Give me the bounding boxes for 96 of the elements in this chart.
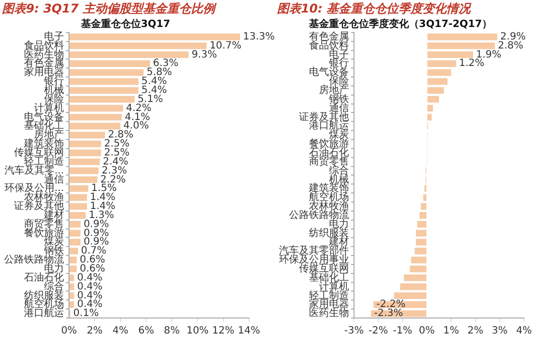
x-tick-label: -1% — [392, 326, 412, 337]
chart-subtitle: 基金重仓仓位3Q17 — [80, 18, 170, 30]
bar — [70, 69, 144, 76]
bar — [427, 60, 456, 67]
x-tick-label: 0% — [61, 326, 77, 337]
bar — [70, 238, 81, 246]
bar — [70, 122, 120, 130]
bar — [70, 274, 74, 282]
bar — [427, 34, 498, 40]
bar — [394, 292, 426, 300]
bar — [70, 132, 105, 138]
data-label: 9.3% — [192, 49, 217, 60]
bar — [70, 78, 138, 85]
x-tick-label: 6% — [138, 326, 154, 337]
data-label: 1.2% — [459, 58, 484, 70]
bar — [411, 256, 426, 264]
y-tick-label: 证券及其他 — [299, 110, 349, 123]
chart-title: 图表10: 基金重仓仓位季度变化情况 — [277, 1, 472, 16]
bar — [427, 78, 448, 85]
bar — [427, 69, 452, 76]
x-tick-label: 1% — [443, 326, 460, 337]
data-label: 5.1% — [138, 94, 163, 105]
y-tick-label: 计算机 — [319, 280, 349, 292]
bar — [70, 194, 87, 201]
data-label: 0.4% — [77, 272, 103, 284]
x-tick-label: -2% — [368, 326, 388, 337]
bar — [417, 220, 426, 228]
bar — [70, 140, 102, 148]
x-tick-label: 2% — [467, 326, 484, 337]
bar — [427, 51, 473, 58]
bar — [70, 220, 81, 228]
data-label: 2.3% — [102, 165, 127, 176]
bar — [70, 150, 102, 156]
data-label: -2.3% — [374, 308, 404, 320]
data-label: 0.9% — [84, 218, 109, 230]
bar — [423, 194, 426, 201]
data-label: 4.2% — [126, 102, 152, 114]
bar — [70, 266, 77, 272]
bar — [416, 238, 426, 246]
x-tick-label: -3% — [344, 326, 364, 337]
x-tick-label: 0% — [418, 326, 435, 337]
x-tick-label: 4% — [516, 326, 532, 337]
bar — [70, 212, 86, 219]
data-label: 2.8% — [498, 40, 524, 52]
chart-title: 图表9: 3Q17 主动偏股型基金重仓比例 — [2, 1, 217, 16]
x-tick-label: 10% — [186, 326, 209, 337]
data-label: 2.9% — [500, 31, 526, 42]
x-tick-label: 14% — [238, 326, 260, 337]
bar — [416, 230, 426, 237]
chart-subtitle: 基金重仓仓位季度变化（3Q17-2Q17） — [308, 18, 492, 30]
bar — [420, 203, 426, 210]
bar — [410, 266, 426, 272]
bar — [70, 203, 87, 210]
bar — [427, 42, 495, 50]
bar — [70, 256, 77, 264]
x-tick-label: 4% — [112, 326, 128, 337]
bar — [70, 42, 207, 50]
x-tick-label: 12% — [212, 326, 234, 337]
bar — [70, 283, 74, 290]
data-label: 0.1% — [73, 308, 99, 320]
bar — [70, 34, 240, 40]
data-label: 10.7% — [210, 40, 242, 52]
bar — [70, 87, 138, 94]
bar — [70, 51, 189, 58]
bar — [414, 248, 426, 254]
bar — [70, 292, 74, 300]
data-label: 13.3% — [243, 31, 275, 42]
bar — [427, 96, 439, 103]
bar — [404, 274, 426, 282]
bar — [427, 87, 444, 94]
bar — [70, 185, 88, 192]
y-tick-label: 港口航运 — [24, 307, 64, 320]
bar — [420, 212, 426, 219]
data-label: 1.3% — [88, 210, 114, 221]
bar — [400, 283, 426, 290]
bar — [70, 114, 122, 121]
y-tick-label: 食品饮料 — [309, 39, 349, 52]
x-tick-label: 3% — [492, 326, 508, 337]
x-tick-label: 2% — [86, 326, 103, 337]
bar — [70, 248, 78, 254]
bar — [70, 176, 98, 184]
bar — [70, 96, 135, 103]
bar — [427, 104, 433, 112]
data-label: 2.4% — [102, 156, 128, 168]
y-tick-label: 医药生物 — [309, 307, 349, 320]
bar — [70, 230, 81, 237]
data-label: 2.5% — [104, 147, 130, 158]
y-tick-label: 食品饮料 — [24, 39, 64, 52]
bar — [70, 167, 99, 174]
bar — [70, 60, 150, 67]
bar — [70, 301, 74, 308]
y-tick-label: 钢铁 — [328, 92, 349, 105]
data-label: 0.4% — [77, 281, 103, 292]
bar — [70, 158, 100, 166]
bar — [70, 104, 123, 112]
x-tick-label: 8% — [164, 326, 180, 337]
